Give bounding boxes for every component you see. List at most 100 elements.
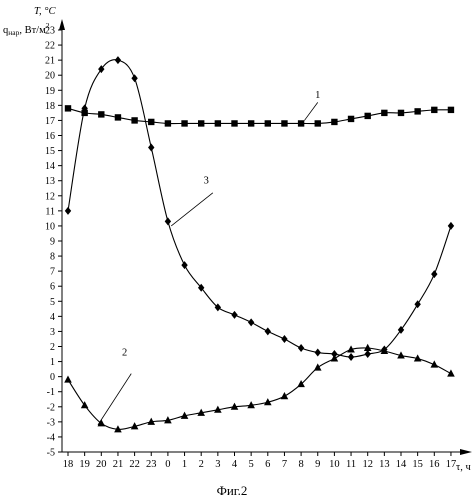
data-point [248,120,254,126]
callouts: 1 2 3 [98,90,320,425]
series-1-line [68,108,451,123]
data-point [98,111,104,117]
x-tick-label: 21 [113,459,124,470]
series-2-line [68,348,451,430]
x-tick-label: 18 [63,459,74,470]
data-point [298,344,304,352]
data-point [65,105,71,111]
x-tick-label: 19 [79,459,90,470]
x-ticks: 18192021222301234567891011121314151617 [63,452,456,470]
curve-label-2: 2 [98,348,131,425]
data-point [265,327,271,335]
data-point [231,120,237,126]
y-tick-label: 16 [45,131,55,142]
y-tick-label: 9 [50,237,55,248]
data-point [64,375,72,382]
y-tick-label: 5 [50,297,55,308]
y-axis-title-temperature: T, °C [34,6,57,17]
x-tick-label: 16 [429,459,440,470]
curve-label-1: 1 [304,90,320,121]
y-tick-label: 12 [45,191,55,202]
data-point [315,120,321,126]
x-tick-label: 0 [165,459,170,470]
y-tick-label: 17 [45,116,55,127]
data-point [447,369,455,376]
curve-label-leader [304,102,317,120]
data-point [148,119,154,125]
y-tick-label: 13 [45,176,55,187]
y-tick-label: -5 [47,448,55,459]
data-point [281,335,287,343]
curve-label-leader [171,193,213,226]
x-tick-label: 10 [329,459,340,470]
x-tick-label: 8 [298,459,303,470]
data-point [348,116,354,122]
y-tick-label: 18 [45,101,55,112]
data-point [365,350,371,358]
y-tick-label: 15 [45,146,55,157]
data-point [448,222,454,230]
y-tick-label: 7 [50,267,55,278]
x-axis-arrow [460,449,472,455]
data-point [248,318,254,326]
y-axis-arrow [59,19,65,30]
x-tick-label: 17 [446,459,457,470]
data-point [231,311,237,319]
data-point [431,270,437,278]
data-point [265,120,271,126]
x-tick-label: 5 [249,459,254,470]
data-point [198,120,204,126]
y-tick-label: 3 [50,327,55,338]
data-point [148,144,154,152]
data-point [131,74,137,82]
series-3 [65,56,454,361]
y-tick-label: -2 [47,402,55,413]
y-tick-label: 10 [45,221,55,232]
y-tick-label: 8 [50,252,55,263]
x-tick-label: 3 [215,459,220,470]
y-tick-label: -3 [47,417,55,428]
x-axis-title: τ, ч [456,462,471,473]
curve-label-3: 3 [171,176,213,226]
x-tick-label: 14 [396,459,407,470]
data-point [348,353,354,361]
x-tick-label: 6 [265,459,270,470]
y-tick-label: 4 [50,312,55,323]
y-tick-label: 1 [50,357,55,368]
y-tick-label: 20 [45,71,55,82]
data-point [131,117,137,123]
x-tick-label: 2 [199,459,204,470]
data-point [314,363,322,370]
data-point [65,207,71,215]
y-tick-label: -1 [47,387,55,398]
y-tick-label: 22 [45,41,55,52]
x-tick-label: 15 [412,459,423,470]
y-axis-title-flux-sup: 2 [46,21,50,30]
data-point [365,113,371,119]
x-tick-label: 4 [232,459,238,470]
x-tick-label: 13 [379,459,390,470]
data-point [181,261,187,269]
y-tick-label: 0 [50,372,55,383]
data-point [181,120,187,126]
y-tick-label: 19 [45,86,55,97]
x-tick-label: 20 [96,459,107,470]
y-axis-title-flux-unit: , Вт/м [19,25,46,36]
data-point [215,120,221,126]
y-tick-label: 6 [50,282,55,293]
data-point [281,120,287,126]
series-3-line [68,60,451,357]
data-point [448,107,454,113]
y-tick-label: 2 [50,342,55,353]
y-ticks: -5-4-3-2-1012345678910111213141516171819… [45,26,62,459]
figure-caption: Фиг.2 [217,483,248,498]
y-tick-label: 11 [45,206,55,217]
y-tick-label: -4 [47,432,55,443]
x-tick-label: 22 [129,459,140,470]
curve-label-text: 3 [204,176,209,187]
series-1 [65,105,454,126]
x-tick-label: 12 [362,459,373,470]
y-tick-label: 21 [45,56,55,67]
data-point [331,119,337,125]
data-point [414,108,420,114]
